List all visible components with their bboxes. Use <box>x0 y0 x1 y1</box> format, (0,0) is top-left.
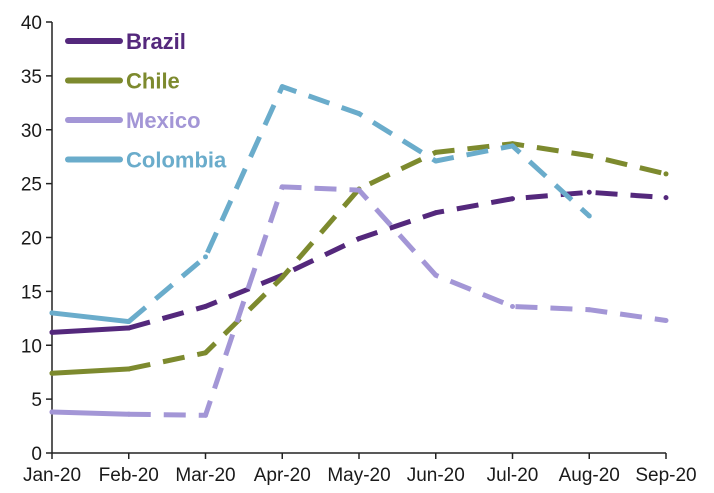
data-point <box>279 274 285 280</box>
data-point <box>663 171 669 177</box>
series-line-solid <box>49 409 132 417</box>
data-point <box>49 329 55 335</box>
y-tick-label: 30 <box>21 121 42 142</box>
y-tick-label: 25 <box>21 175 42 196</box>
x-tick-label: Feb-20 <box>99 465 159 486</box>
data-point <box>433 210 439 216</box>
series-chile <box>49 141 669 376</box>
legend-item-colombia: Colombia <box>65 148 227 173</box>
data-point <box>203 254 208 260</box>
y-tick-label: 10 <box>21 336 42 357</box>
legend-label: Colombia <box>126 148 227 173</box>
series-line-dashed <box>128 189 667 331</box>
data-point <box>586 307 592 313</box>
series-line-dashed <box>128 184 667 418</box>
data-point <box>510 196 515 202</box>
x-tick-label: Jul-20 <box>487 465 539 486</box>
data-point <box>586 153 592 159</box>
legend-label: Brazil <box>126 29 186 54</box>
data-point <box>586 189 592 195</box>
x-tick-label: Sep-20 <box>635 465 696 486</box>
data-point <box>663 317 669 323</box>
data-point <box>279 84 285 90</box>
legend-item-mexico: Mexico <box>65 108 201 133</box>
series-lines <box>49 84 669 418</box>
data-point <box>203 412 208 418</box>
x-tick-label: Apr-20 <box>254 465 311 486</box>
data-point <box>433 149 439 155</box>
data-point <box>126 411 132 417</box>
data-point <box>510 303 515 309</box>
data-point <box>356 187 362 193</box>
series-colombia <box>49 84 592 325</box>
y-tick-label: 15 <box>21 282 42 303</box>
data-point <box>126 366 132 372</box>
y-tick-label: 5 <box>31 390 42 411</box>
x-tick-label: Mar-20 <box>175 465 235 486</box>
legend: Brazil Chile Mexico Colombia <box>65 29 227 173</box>
series-mexico <box>49 184 669 418</box>
data-point <box>279 184 285 190</box>
x-tick-label: Aug-20 <box>559 465 620 486</box>
legend-label: Chile <box>126 69 180 94</box>
data-point <box>586 213 592 219</box>
x-tick-label: Jun-20 <box>407 465 465 486</box>
data-point <box>510 143 515 149</box>
x-tick-label: May-20 <box>327 465 390 486</box>
axes: 0 5 10 15 20 25 30 35 40 Jan-20 Feb-20 Mar-20 Apr-20… <box>21 13 697 486</box>
data-point <box>356 111 362 117</box>
data-point <box>49 370 55 376</box>
data-point <box>203 303 208 309</box>
y-tick-label: 40 <box>21 13 42 34</box>
data-point <box>356 236 362 242</box>
data-point <box>433 158 439 164</box>
legend-item-brazil: Brazil <box>65 29 186 54</box>
data-point <box>49 409 55 415</box>
data-point <box>203 350 208 356</box>
y-tick-label: 0 <box>31 444 42 465</box>
series-line-solid <box>49 366 132 376</box>
data-point <box>126 325 132 331</box>
legend-label: Mexico <box>126 108 201 133</box>
series-line-dashed <box>128 141 667 372</box>
data-point <box>663 195 669 201</box>
x-tick-label: Jan-20 <box>23 465 81 486</box>
data-point <box>433 272 439 278</box>
data-point <box>126 319 132 325</box>
data-point <box>49 310 55 316</box>
series-line-solid <box>49 325 132 335</box>
legend-item-chile: Chile <box>65 69 180 94</box>
series-line-solid <box>49 310 132 325</box>
y-tick-label: 20 <box>21 229 42 250</box>
y-tick-label: 35 <box>21 67 42 88</box>
series-brazil <box>49 189 669 335</box>
